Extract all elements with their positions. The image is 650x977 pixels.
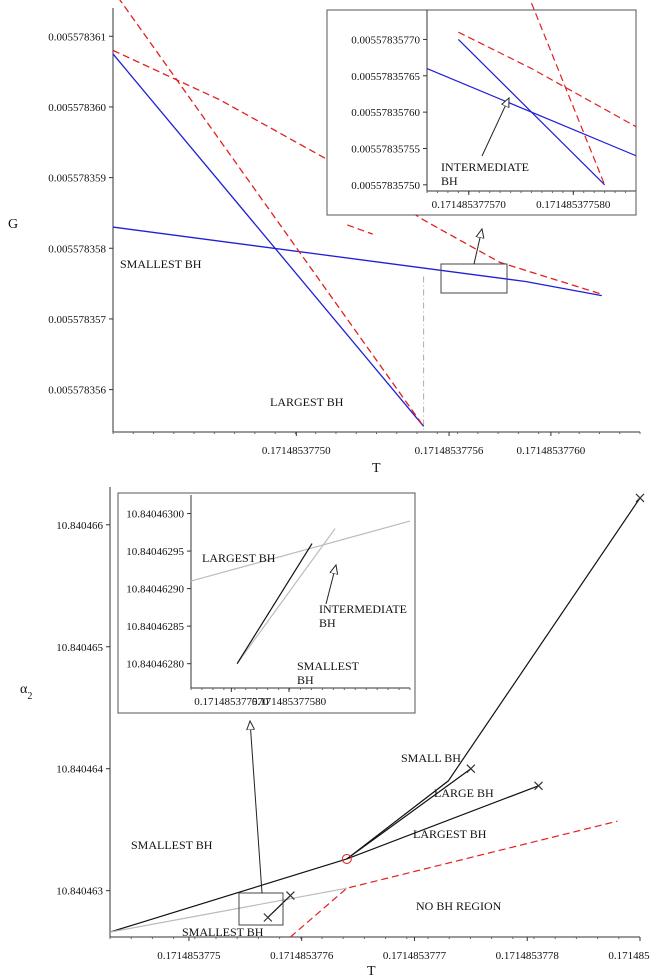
- bottom-y-tick-label-3: 10.840466: [56, 520, 103, 532]
- bottom-chart: 0.1714853775 0.1714853776 0.1714853777 0.17…: [20, 487, 650, 977]
- top-y-tick-label-5: 0.005578361: [48, 31, 106, 43]
- bottom-label-small-bh: SMALL BH: [401, 751, 461, 765]
- bottom-inset-arrow: [325, 565, 336, 605]
- bottom-x-tick-label-0: 0.1714853775: [157, 950, 221, 962]
- bottom-inset-x-tick-label-1: 0.171485377580: [252, 696, 327, 708]
- bottom-inset-label-intermediate: INTERMEDIATE: [319, 602, 407, 616]
- bottom-critical-point-circle: [341, 853, 352, 864]
- top-inset-y-tick-label-4: 0.00557835770: [351, 34, 420, 46]
- top-inset-y-tick-label-0: 0.00557835750: [351, 180, 420, 192]
- bottom-x-tick-label-1: 0.1714853776: [270, 950, 334, 962]
- top-inset-y-tick-label-1: 0.00557835755: [351, 143, 420, 155]
- top-zoom-arrow: [473, 229, 482, 265]
- top-x-tick-label-0: 0.17148537750: [262, 445, 331, 457]
- bottom-inset-label-largest-bh: LARGEST BH: [202, 551, 276, 565]
- bottom-label-large-bh: LARGE BH: [434, 786, 494, 800]
- top-label-smallest-bh: SMALLEST BH: [120, 257, 202, 271]
- bottom-inset-y-ticks: 10.84046280 10.84046285 10.84046290 10.8404…: [126, 509, 191, 671]
- bottom-inset-line-in-black: [236, 543, 313, 664]
- top-inset-x-tick-label-1: 0.171485377580: [536, 199, 611, 211]
- top-inset-label-intermediate: INTERMEDIATE: [441, 160, 529, 174]
- top-y-tick-label-3: 0.005578359: [48, 173, 106, 185]
- top-inset-label-bh: BH: [441, 174, 458, 188]
- top-axes: 0.17148537750 0.17148537756 0.17148537760 …: [48, 8, 641, 457]
- bottom-inset-y-tick-label-3: 10.84046295: [126, 546, 184, 558]
- bottom-line-black-mid: [346, 768, 472, 860]
- bottom-inset-label-smallest: SMALLEST: [297, 659, 360, 673]
- bottom-line-black-large: [346, 785, 539, 860]
- bottom-series-group: [109, 493, 645, 938]
- top-y-tick-label-1: 0.005578357: [48, 314, 106, 326]
- top-inset-y-tick-label-2: 0.00557835760: [351, 107, 420, 119]
- top-x-tick-label-2: 0.17148537760: [517, 445, 586, 457]
- top-inset-y-ticks: 0.00557835750 0.00557835755 0.00557835760 0…: [351, 34, 427, 192]
- top-line-blue-smallest: [112, 226, 526, 283]
- top-x-tick-label-1: 0.17148537756: [415, 445, 484, 457]
- bottom-y-axis-alpha: α: [20, 682, 28, 697]
- top-inset-x-tick-label-0: 0.171485377570: [432, 199, 507, 211]
- bottom-x-marker-2: [534, 781, 543, 791]
- top-label-largest-bh: LARGEST BH: [270, 395, 344, 409]
- bottom-x-tick-label-3: 0.1714853778: [496, 950, 560, 962]
- bottom-inset-series-group: [190, 520, 411, 665]
- top-x-ticks: 0.17148537750 0.17148537756 0.17148537760: [112, 432, 641, 457]
- bottom-axes: 0.1714853775 0.1714853776 0.1714853777 0.17…: [56, 487, 650, 962]
- top-inset-arrow: [481, 98, 509, 157]
- bottom-x-marker-1: [466, 764, 476, 774]
- bottom-zoom-highlight-box: [238, 892, 284, 926]
- bottom-inset-line-in-gray-1: [190, 520, 411, 582]
- top-y-ticks: 0.005578356 0.005578357 0.005578358 0.00557…: [48, 31, 113, 397]
- top-line-blue-tail: [525, 280, 602, 297]
- top-inset: 0.171485377570 0.171485377580 0.005578357…: [326, 2, 637, 216]
- bottom-x-ticks: 0.1714853775 0.1714853776 0.1714853777 0.17…: [109, 937, 650, 962]
- bottom-inset-frame: [117, 492, 416, 714]
- bottom-x-marker-4: [263, 913, 273, 922]
- top-inset-series-group: [426, 2, 637, 186]
- bottom-inset-x-tick-label-0: 0.171485377570: [194, 696, 269, 708]
- bottom-label-largest-bh: LARGEST BH: [413, 827, 487, 841]
- bottom-y-tick-label-1: 10.840464: [56, 764, 103, 776]
- bottom-inset-y-tick-label-2: 10.84046290: [126, 584, 184, 596]
- top-y-tick-label-4: 0.005578360: [48, 102, 106, 114]
- top-zoom-highlight-box: [440, 263, 508, 294]
- bottom-inset-y-tick-label-0: 10.84046280: [126, 659, 184, 671]
- bottom-x-marker-3: [286, 891, 295, 900]
- top-inset-y-tick-label-3: 0.00557835765: [351, 71, 420, 83]
- bottom-x-tick-label-2: 0.1714853777: [383, 950, 447, 962]
- top-line-red-short: [346, 224, 373, 235]
- bottom-x-axis-label: T: [367, 964, 376, 977]
- bottom-inset-label-smallest-bh: BH: [297, 673, 314, 687]
- bottom-y-axis-subscript: 2: [27, 691, 32, 702]
- bottom-zoom-arrow: [250, 721, 263, 894]
- bottom-label-smallest-bh-low: SMALLEST BH: [182, 925, 264, 939]
- bottom-label-no-bh-region: NO BH REGION: [416, 899, 502, 913]
- bottom-inset-label-intermediate-bh: BH: [319, 616, 336, 630]
- bottom-x-tick-label-4: 0.1714853779: [608, 950, 650, 962]
- bottom-inset-y-tick-label-1: 10.84046285: [126, 621, 184, 633]
- top-y-axis-label: G: [8, 217, 18, 232]
- top-y-tick-label-0: 0.005578356: [48, 385, 106, 397]
- top-inset-x-ticks: 0.171485377570 0.171485377580: [426, 191, 637, 211]
- bottom-inset-y-tick-label-4: 10.84046300: [126, 509, 184, 521]
- top-line-blue-largest: [112, 53, 425, 427]
- bottom-line-black-lower: [109, 858, 347, 933]
- bottom-y-ticks: 10.840463 10.840464 10.840465 10.840466: [56, 520, 110, 898]
- bottom-y-tick-label-2: 10.840465: [56, 642, 103, 654]
- bottom-line-red-boundary: [290, 820, 618, 938]
- top-x-axis-label: T: [372, 461, 381, 476]
- bottom-x-marker-0: [635, 493, 645, 503]
- bottom-line-gray-smallest: [109, 887, 347, 933]
- bottom-line-black-top: [346, 497, 641, 860]
- bottom-label-smallest-bh: SMALLEST BH: [131, 838, 213, 852]
- bottom-y-tick-label-0: 10.840463: [56, 886, 103, 898]
- top-inset-line-in-red-2: [458, 31, 637, 128]
- bottom-inset-line-in-gray-2: [236, 528, 336, 665]
- top-chart: 0.17148537750 0.17148537756 0.17148537760 …: [8, 0, 641, 476]
- top-y-tick-label-2: 0.005578358: [48, 243, 106, 255]
- bottom-y-axis-label: α2: [20, 682, 32, 702]
- top-inset-line-in-blue-2: [457, 39, 606, 186]
